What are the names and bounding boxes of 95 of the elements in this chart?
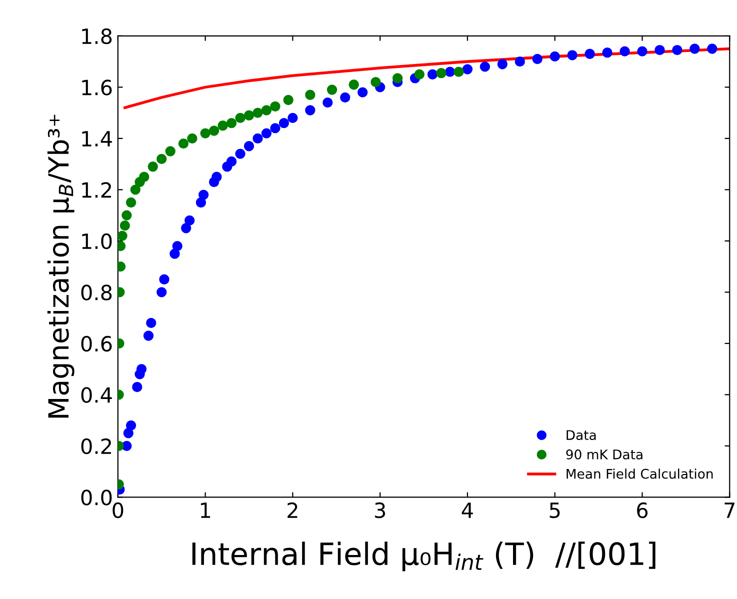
point [427, 69, 438, 80]
y-tick-label: 1.2 [82, 182, 111, 198]
point [126, 197, 136, 208]
point [436, 68, 446, 78]
legend-label: 90 mK Data [566, 449, 642, 460]
point [305, 90, 316, 100]
point [288, 112, 298, 124]
point [165, 146, 176, 156]
point [305, 105, 316, 116]
point [148, 162, 158, 172]
x-tick-label: 7 [724, 502, 734, 518]
line-series [124, 47, 730, 110]
point [244, 141, 254, 152]
legend-label: Mean Field Calculation [566, 468, 713, 479]
y-tick-label: 1.8 [82, 28, 112, 44]
point [200, 128, 210, 138]
point [218, 120, 228, 131]
x-tick-label: 1 [200, 502, 210, 518]
point [126, 420, 136, 431]
point [226, 118, 237, 128]
x-tick-label: 4 [462, 502, 473, 518]
point [244, 110, 254, 120]
point [130, 184, 140, 195]
point [118, 230, 128, 241]
point [252, 133, 263, 144]
x-tick-label: 0 [112, 502, 124, 518]
point [196, 197, 206, 208]
point [235, 148, 246, 159]
point [532, 54, 542, 64]
point [454, 66, 464, 77]
point [252, 108, 263, 118]
x-tick-label: 2 [288, 502, 298, 518]
point [235, 112, 246, 124]
point [146, 318, 156, 328]
y-tick-label: 1.0 [82, 233, 112, 250]
point [261, 105, 272, 116]
y-tick-label: 1.6 [82, 80, 112, 96]
point [414, 69, 424, 80]
point [567, 50, 578, 60]
point [122, 210, 132, 220]
point [392, 73, 403, 84]
x-tick-label: 3 [375, 502, 386, 518]
point [322, 97, 333, 108]
point [159, 274, 170, 284]
point [178, 138, 189, 149]
point [690, 44, 700, 54]
point [348, 80, 359, 90]
point [132, 382, 142, 392]
point [212, 172, 222, 182]
y-tick-label: 0.6 [81, 336, 112, 352]
x-tick-label: 5 [550, 502, 560, 518]
point [283, 94, 294, 106]
x-tick-label: 6 [637, 502, 648, 518]
point [620, 46, 630, 56]
point [156, 287, 167, 298]
point [180, 223, 192, 234]
point [602, 48, 612, 58]
point [187, 133, 198, 144]
point [120, 220, 130, 231]
point [198, 190, 209, 200]
y-tick-label: 0.2 [81, 438, 111, 454]
legend-label: Data [566, 430, 596, 440]
point [654, 44, 665, 56]
y-tick-label: 0.8 [81, 284, 112, 300]
point [143, 330, 154, 341]
point [184, 215, 195, 226]
point [370, 76, 381, 88]
y-tick-label: 1.4 [82, 131, 112, 146]
point [707, 44, 718, 54]
point [208, 126, 220, 136]
point [584, 48, 595, 59]
point [480, 62, 490, 72]
point [270, 123, 280, 134]
point [139, 172, 150, 182]
point [550, 51, 560, 62]
point [172, 240, 182, 252]
x-axis-title: Internal Field μ₀H$_{int}$ (T) //[001] [192, 542, 656, 572]
point [278, 118, 290, 128]
point [340, 92, 350, 103]
point [156, 154, 167, 164]
point [270, 101, 280, 112]
point [226, 156, 237, 167]
point [261, 128, 272, 138]
point [358, 87, 368, 98]
point [672, 44, 682, 56]
y-axis-title: Magnetization μ$_{B}$/Yb³⁺ [47, 114, 74, 418]
point [326, 84, 338, 95]
y-tick-label: 0.4 [81, 387, 112, 403]
point [497, 59, 508, 70]
point [170, 248, 180, 259]
point [637, 46, 648, 56]
point [462, 64, 473, 74]
point [514, 56, 525, 67]
point [136, 364, 147, 374]
y-tick-label: 0.0 [81, 490, 112, 506]
